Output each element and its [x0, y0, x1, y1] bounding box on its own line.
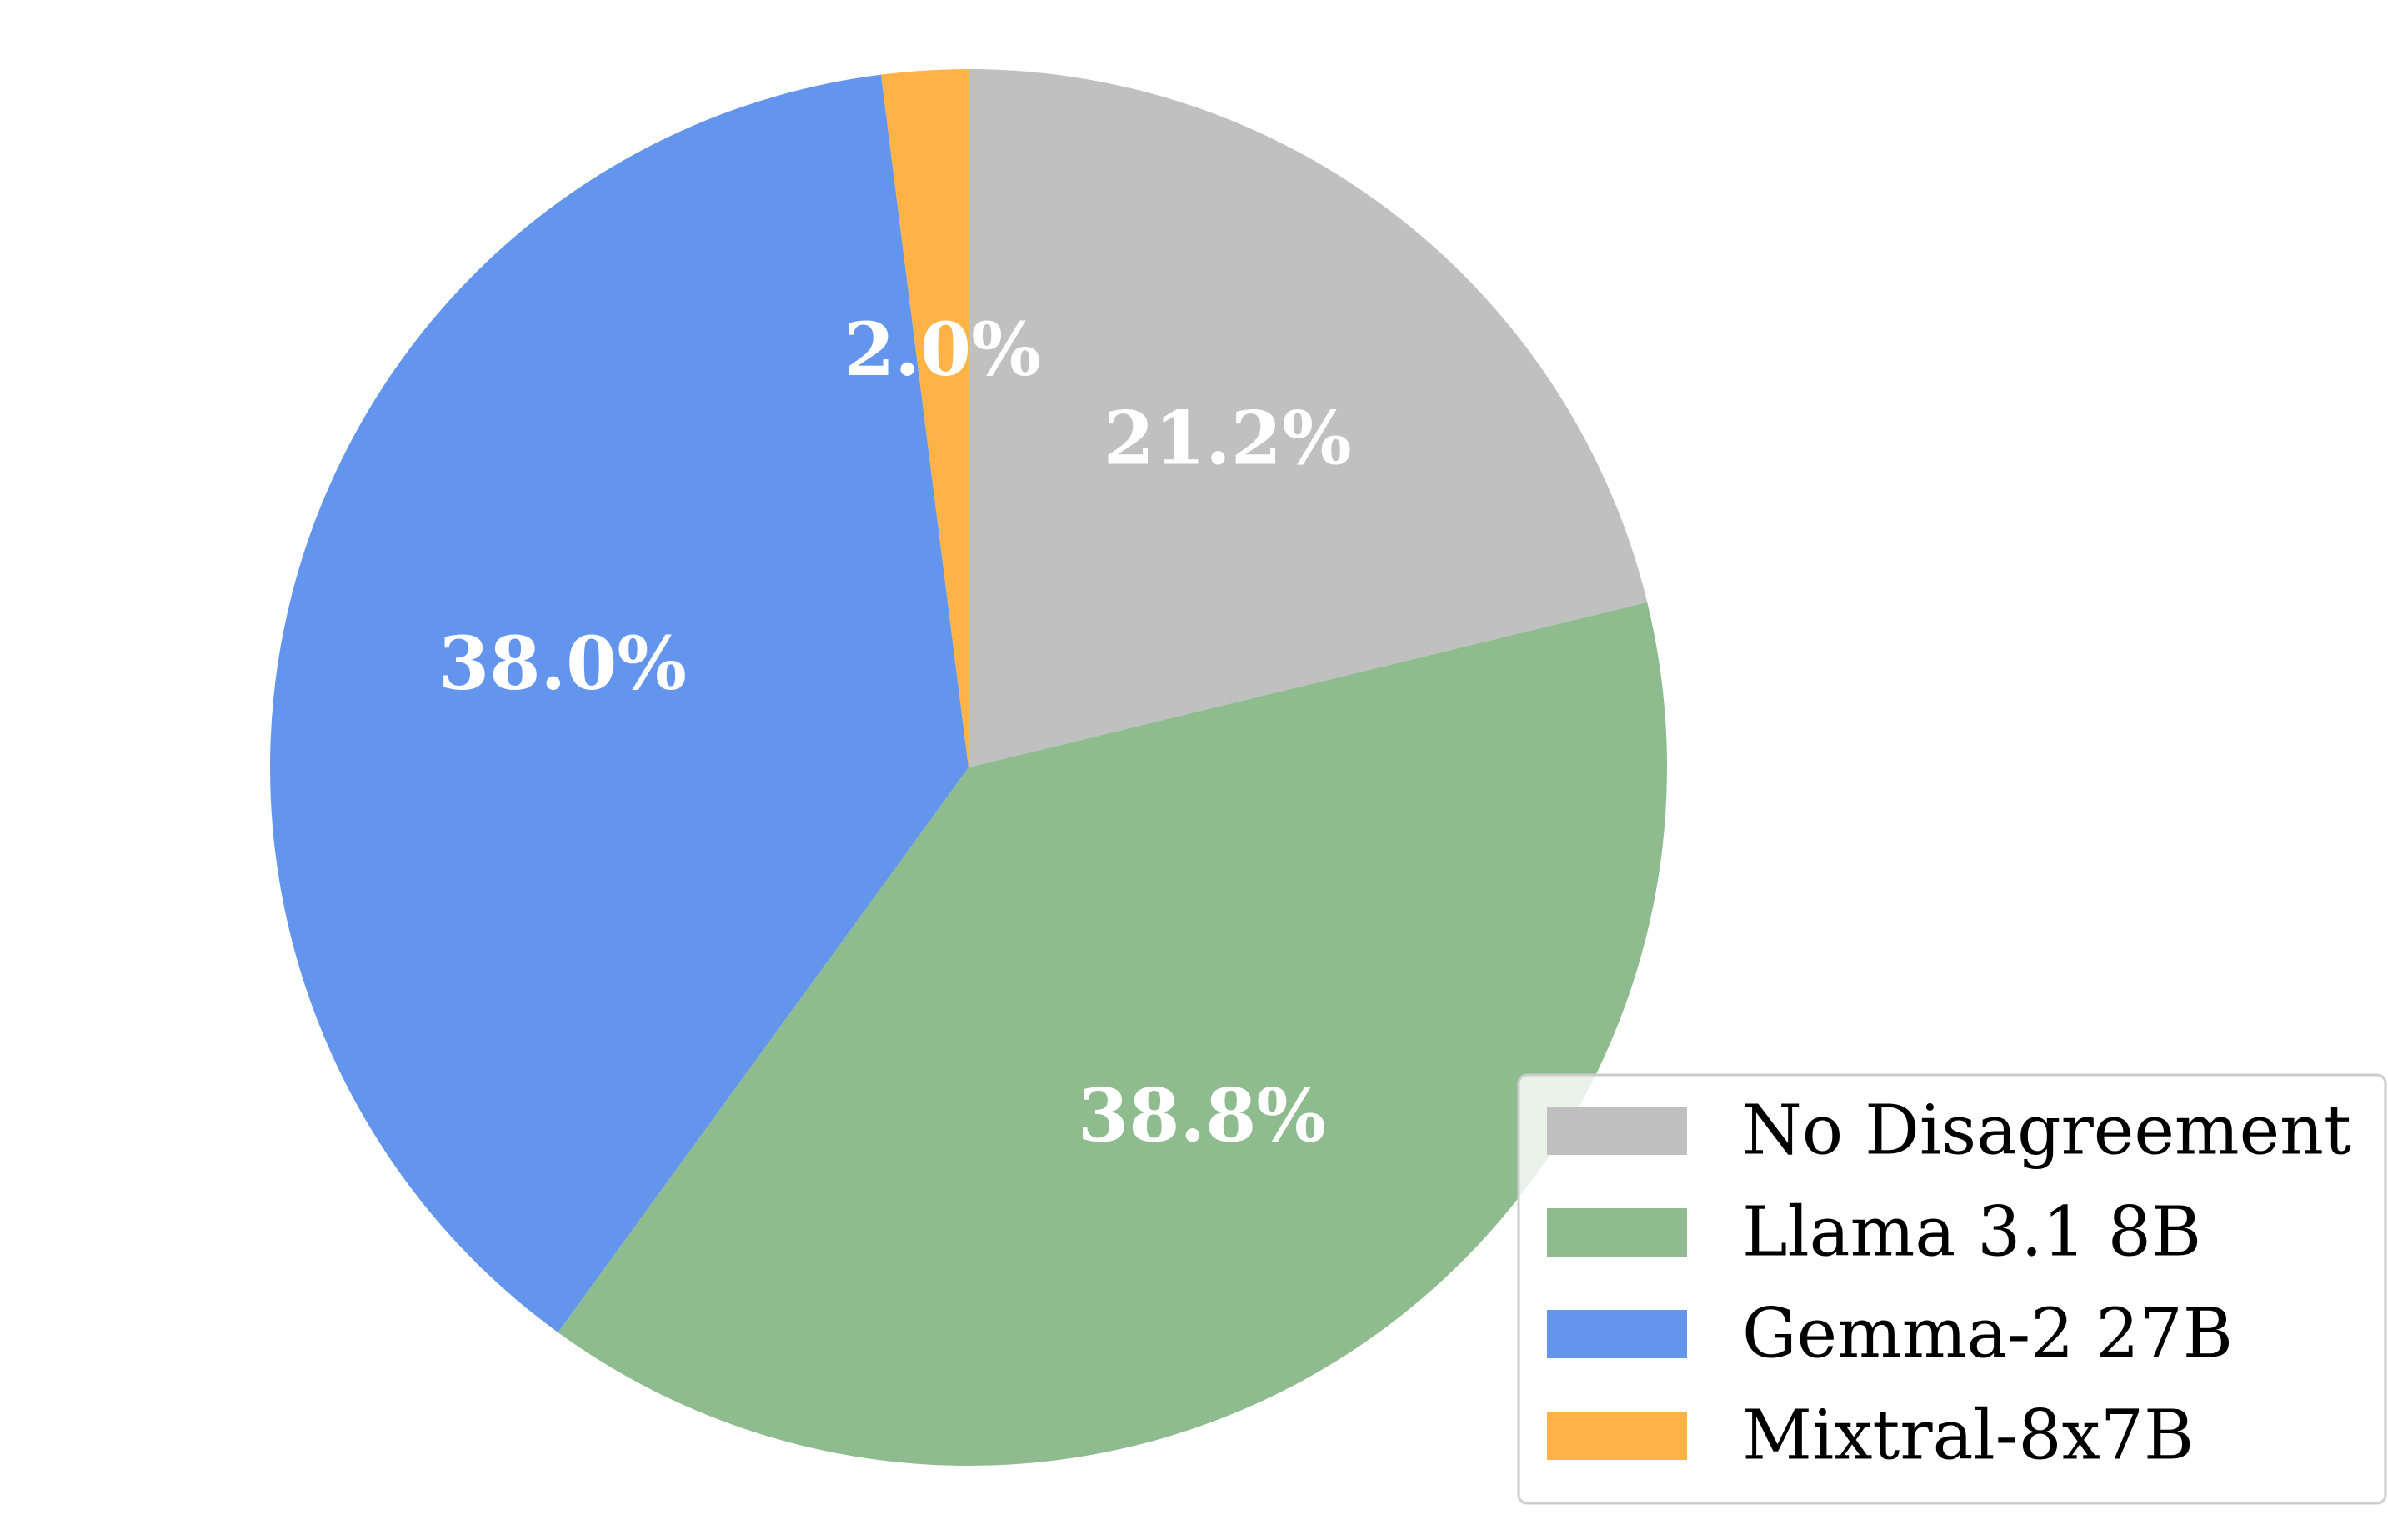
legend-swatch-mixtral-8x7b: [1547, 1412, 1687, 1460]
pct-label-mixtral-8x7b: 2.0%: [844, 306, 1041, 392]
pie-slice-mixtral-8x7b: [880, 69, 969, 768]
pie-slices: [269, 69, 1667, 1467]
legend-frame: [1517, 1073, 2387, 1505]
legend-swatch-llama-3-1-8b: [1547, 1208, 1687, 1257]
pct-label-llama-3-1-8b: 38.8%: [1078, 1072, 1326, 1159]
legend-label-no-disagreement: No Disagreement: [1742, 1092, 2351, 1171]
legend-swatch-gemma-2-27b: [1547, 1310, 1687, 1358]
pie-slice-llama-3-1-8b: [558, 602, 1667, 1467]
pie-labels: 21.2% 38.8% 38.0% 2.0%: [438, 306, 1352, 1158]
pct-label-no-disagreement: 21.2%: [1104, 395, 1352, 482]
legend-label-llama-3-1-8b: Llama 3.1 8B: [1742, 1193, 2201, 1272]
legend-label-gemma-2-27b: Gemma-2 27B: [1742, 1295, 2233, 1374]
pct-label-gemma-2-27b: 38.0%: [438, 620, 687, 707]
legend-swatch-no-disagreement: [1547, 1107, 1687, 1155]
legend-label-mixtral-8x7b: Mixtral-8x7B: [1742, 1397, 2194, 1476]
pie-slice-gemma-2-27b: [269, 74, 969, 1332]
pie-slice-no-disagreement: [969, 69, 1648, 768]
legend: No Disagreement Llama 3.1 8B Gemma-2 27B Mi…: [1517, 1073, 2387, 1505]
